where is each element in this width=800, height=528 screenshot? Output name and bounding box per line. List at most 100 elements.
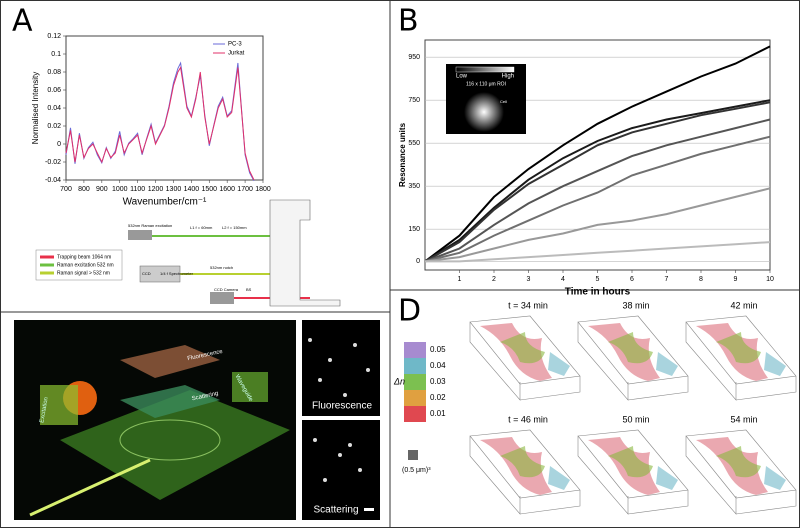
x-tick-label: 1000: [112, 186, 128, 193]
x-tick-label: 3: [527, 276, 531, 283]
y-tick-label: 750: [408, 97, 420, 104]
card: [232, 372, 268, 402]
series-line: [424, 187, 771, 263]
series-line: [424, 118, 771, 263]
y-tick-label: 0.1: [51, 51, 61, 58]
series-line: [424, 99, 771, 263]
diagram-label: 1/4 f Spectrometer: [160, 271, 194, 276]
x-tick-label: 1200: [148, 186, 164, 193]
series-line: [424, 101, 771, 263]
plane-label: Scattering: [191, 391, 219, 402]
cell-volume: [500, 332, 545, 364]
colorbar-step: [404, 406, 426, 422]
x-tick-label: 8: [699, 276, 703, 283]
colorbar-tick: 0.04: [430, 361, 446, 370]
y-axis-label: Normalised Intensity: [31, 72, 40, 144]
image-label: Scattering: [313, 505, 358, 516]
legend-label: Jurkat: [228, 51, 245, 57]
x-tick-label: 5: [596, 276, 600, 283]
cell-volume: [716, 332, 761, 364]
cell-spot: [308, 338, 312, 342]
x-tick-label: 4: [561, 276, 565, 283]
inset-label: Cell: [500, 99, 507, 104]
colorbar-step: [404, 374, 426, 390]
diagram-label: 532nm notch: [210, 265, 233, 270]
voxel-label: (0.5 μm)³: [402, 467, 431, 474]
cell-volume: [656, 466, 678, 490]
x-axis-label: Time in hours: [565, 287, 631, 298]
cell-spot: [338, 453, 342, 457]
y-tick-label: 0.06: [47, 87, 61, 94]
x-tick-label: 1500: [201, 186, 217, 193]
colorbar: [455, 66, 515, 73]
legend-label: Raman signal > 532 nm: [57, 270, 110, 276]
colorbar-step: [404, 342, 426, 358]
cell-volume: [716, 446, 761, 478]
cell-spot: [318, 378, 322, 382]
plane: [120, 385, 220, 418]
cell-spot: [313, 438, 317, 442]
cell-spot: [348, 443, 352, 447]
volume-box: [577, 429, 689, 515]
diagram-label: 532nm Raman excitation: [128, 223, 172, 228]
volume-box: [577, 315, 689, 401]
colorbar-tick: 0.05: [430, 345, 446, 354]
volume-box: [469, 315, 581, 401]
panel-label: B: [398, 4, 419, 39]
diagram-label: CCD Camera: [214, 287, 239, 292]
x-tick-label: 800: [78, 186, 90, 193]
legend-label: Trapping beam 1064 nm: [57, 254, 111, 260]
device: [210, 292, 234, 304]
x-tick-label: 1700: [237, 186, 253, 193]
x-tick-label: 1100: [130, 186, 145, 193]
cell-volume: [608, 446, 653, 478]
series-line: [425, 241, 771, 263]
cell-spot: [358, 468, 362, 472]
y-tick-label: 350: [408, 183, 420, 190]
cell-volume: [548, 466, 570, 490]
microscope: [269, 199, 341, 307]
diagram-label: CCD: [142, 271, 151, 276]
x-axis-label: Wavenumber/cm⁻¹: [123, 197, 207, 208]
x-tick-label: 1400: [184, 186, 200, 193]
diagram-label: L1 f = 60mm: [190, 225, 213, 230]
y-tick-label: 0: [416, 258, 420, 265]
colorbar-label: Δn: [393, 376, 405, 386]
colorbar-step: [404, 358, 426, 374]
y-tick-label: 950: [408, 54, 420, 61]
x-tick-label: 1800: [255, 186, 271, 193]
waveguide: [29, 458, 151, 517]
x-tick-label: 7: [665, 276, 669, 283]
colorbar-tick: 0.03: [430, 377, 446, 386]
series-line: [65, 61, 255, 182]
cell-volume: [656, 352, 678, 376]
time-label: 54 min: [730, 414, 757, 424]
dish: [119, 419, 221, 461]
device: [128, 230, 152, 240]
y-tick-label: -0.04: [45, 177, 61, 184]
time-label: 50 min: [622, 414, 649, 424]
cell-volume: [764, 352, 786, 376]
chip: [60, 390, 290, 500]
cell-spot: [353, 343, 357, 347]
series-line: [65, 66, 255, 181]
panel-label: D: [398, 294, 421, 329]
y-tick-label: 0.02: [47, 123, 61, 130]
diagram-label: L2 f = 150mm: [222, 225, 247, 230]
y-tick-label: 550: [408, 140, 420, 147]
legend-label: PC-3: [228, 42, 242, 48]
cell-volume: [500, 446, 545, 478]
time-label: 38 min: [622, 300, 649, 310]
x-tick-label: 1300: [166, 186, 182, 193]
volume-box: [685, 315, 797, 401]
card: [40, 385, 78, 425]
inset-label: High: [502, 74, 514, 80]
legend-label: Raman excitation 532 nm: [57, 262, 114, 268]
plane-label: Excitation: [39, 397, 49, 424]
y-tick-label: 0.12: [47, 33, 61, 40]
cell-glow: [464, 92, 504, 132]
image-label: Fluorescence: [312, 401, 372, 412]
image: [302, 420, 380, 520]
x-tick-label: 1: [458, 276, 462, 283]
inset-label: 116 x 110 μm ROI: [466, 81, 506, 87]
